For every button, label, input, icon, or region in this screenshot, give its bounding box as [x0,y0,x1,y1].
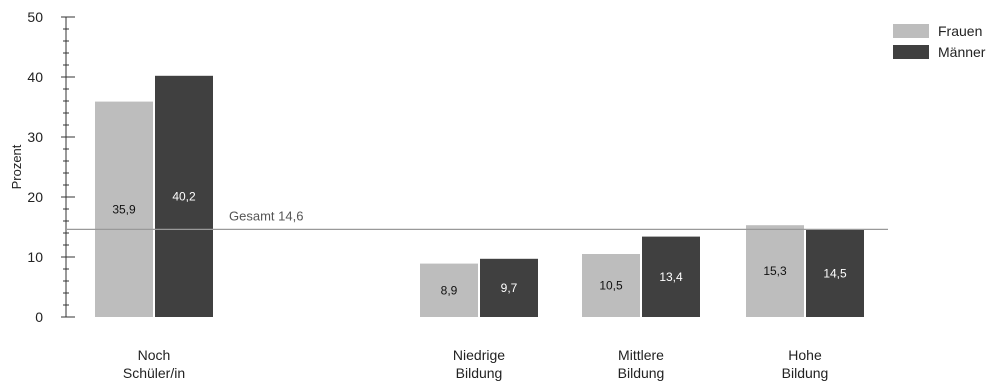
legend: Frauen Männer [893,23,986,60]
y-axis-label: Prozent [9,144,24,189]
legend-label: Frauen [938,23,982,39]
bar-maenner-1 [480,258,538,317]
legend-label: Männer [938,44,986,60]
y-tick-label: 20 [27,189,43,205]
data-label: 13,4 [659,270,683,284]
legend-swatch [893,45,929,59]
category-label: Hohe Bildung [782,347,829,381]
y-tick-label: 0 [35,309,43,325]
bar-maenner-0 [155,75,213,317]
bar-frauen-3 [746,225,804,317]
category-labels: Noch Schüler/in Niedrige Bildung Mittlere Bil… [123,347,828,381]
legend-swatch [893,24,929,38]
category-label: Niedrige Bildung [453,347,505,381]
category-label: Noch Schüler/in [123,347,185,381]
data-label: 8,9 [441,283,458,297]
category-label: Mittlere Bildung [618,347,665,381]
bar-frauen-2 [582,254,640,317]
bar-maenner-2 [642,236,700,317]
data-label: 14,5 [823,267,847,281]
reference-line-label: Gesamt 14,6 [229,208,303,223]
y-axis: 0 10 20 30 40 50 Prozent [9,9,75,325]
bars: 35,9 40,2 8,9 9,7 10,5 13,4 15,3 14,5 [95,75,864,317]
y-tick-label: 40 [27,69,43,85]
y-tick-label: 10 [27,249,43,265]
data-label: 10,5 [599,279,623,293]
y-tick-label: 50 [27,9,43,25]
data-label: 40,2 [172,189,196,203]
data-label: 9,7 [501,281,518,295]
bar-frauen-0 [95,101,153,317]
reference-line-group: Gesamt 14,6 [66,208,888,230]
bar-frauen-1 [420,263,478,317]
y-tick-label: 30 [27,129,43,145]
bar-maenner-3 [806,230,864,317]
data-label: 15,3 [763,264,787,278]
data-label: 35,9 [112,202,136,216]
